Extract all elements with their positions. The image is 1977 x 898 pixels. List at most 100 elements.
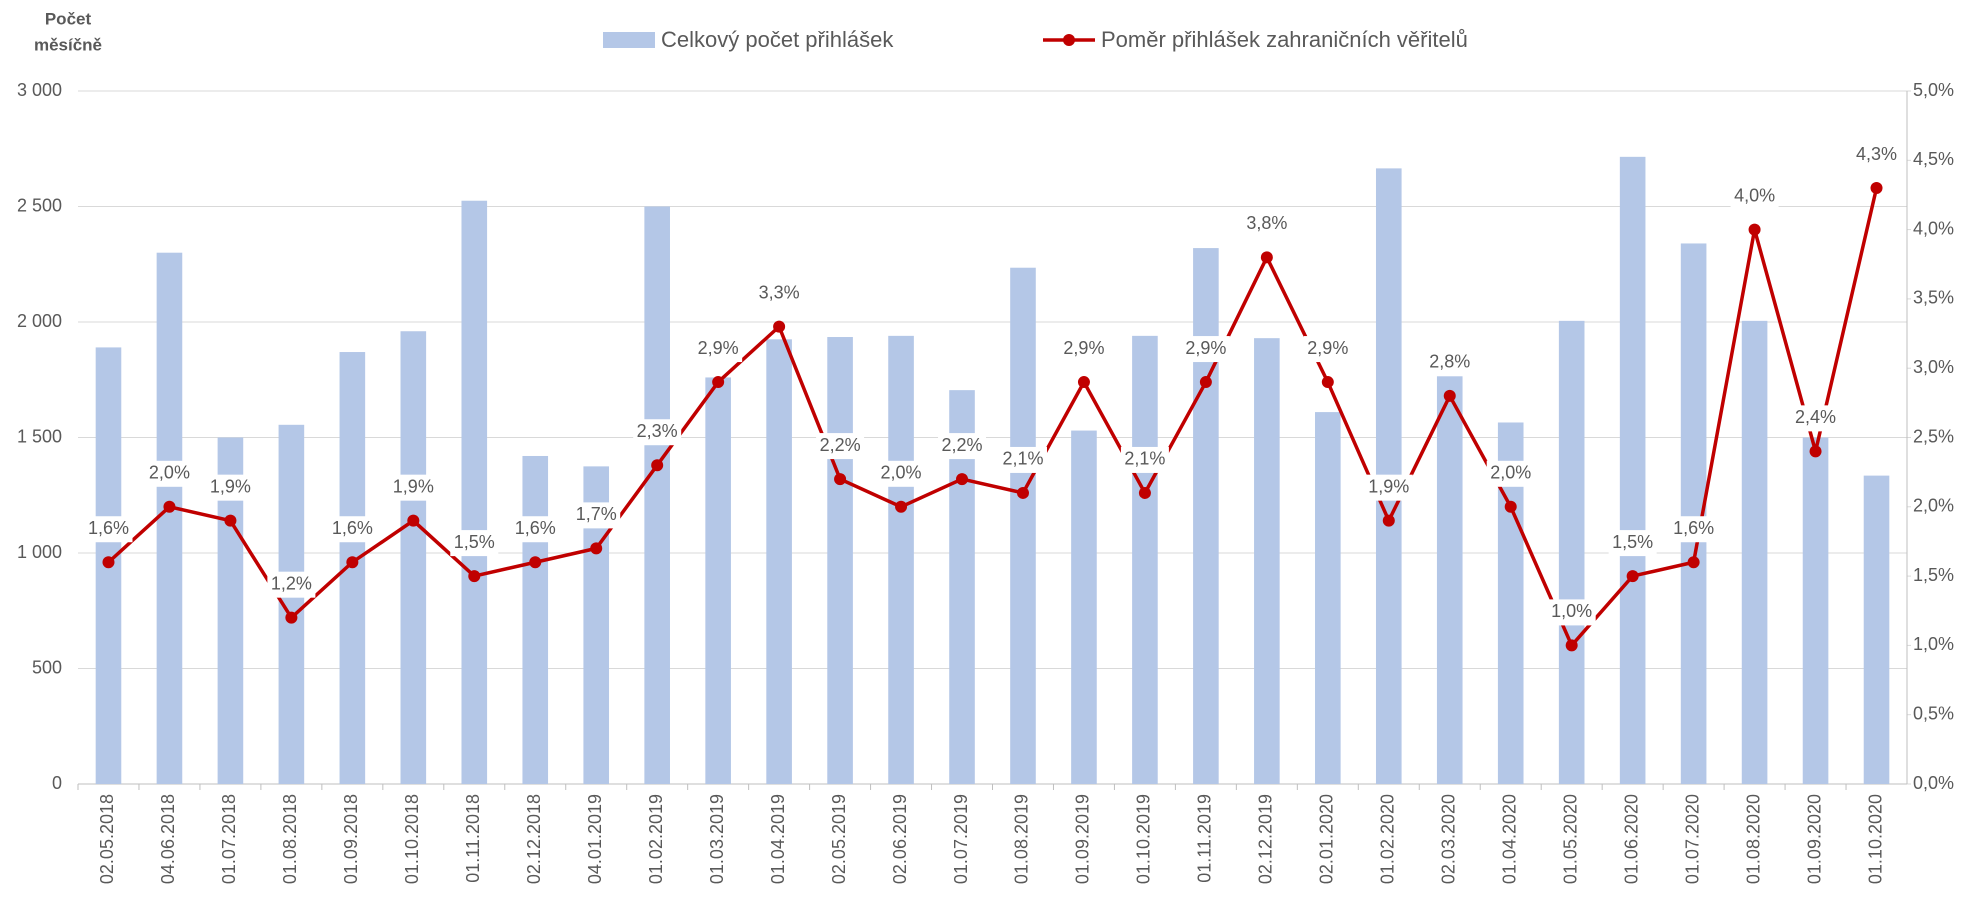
bar — [1863, 475, 1890, 784]
x-tick-label: 01.02.2020 — [1378, 794, 1398, 884]
data-label-bg — [1303, 336, 1352, 363]
bar — [1619, 156, 1646, 784]
y2-tick-label: 4,5% — [1913, 149, 1954, 169]
line-point — [1077, 376, 1090, 389]
data-label: 1,0% — [1551, 601, 1592, 621]
bar — [1802, 437, 1829, 784]
y-tick-label: 3 000 — [17, 80, 62, 100]
data-label: 2,0% — [1490, 463, 1531, 483]
data-label: 2,3% — [637, 421, 678, 441]
line-point — [468, 570, 481, 583]
data-label-bg — [1181, 336, 1230, 363]
line-point — [1748, 223, 1761, 236]
data-label-bg — [1669, 516, 1718, 543]
data-label-bg — [1120, 446, 1169, 473]
legend-swatch — [1063, 34, 1075, 46]
data-label: 2,2% — [820, 435, 861, 455]
data-label-bg — [267, 571, 316, 598]
line-point — [1260, 251, 1273, 264]
data-label-bg — [206, 474, 255, 501]
line-point — [1016, 486, 1029, 499]
y2-tick-label: 0,5% — [1913, 703, 1954, 723]
line-point — [1443, 389, 1456, 402]
x-tick-label: 01.09.2018 — [341, 794, 361, 884]
line-point — [407, 514, 420, 527]
data-label-bg — [1730, 183, 1779, 210]
data-label-bg — [389, 474, 438, 501]
x-tick-label: 02.01.2020 — [1317, 794, 1337, 884]
y-tick-label: 2 500 — [17, 195, 62, 215]
x-tick-label: 01.07.2019 — [951, 794, 971, 884]
data-label: 1,9% — [210, 476, 251, 496]
line-point — [285, 611, 298, 624]
data-label: 2,2% — [942, 435, 983, 455]
line-point — [1199, 376, 1212, 389]
data-label: 1,9% — [1368, 476, 1409, 496]
y2-tick-label: 5,0% — [1913, 80, 1954, 100]
y-axis-label: měsíčně — [34, 35, 102, 54]
x-tick-label: 02.12.2019 — [1256, 794, 1276, 884]
x-tick-label: 01.07.2018 — [219, 794, 239, 884]
data-label: 2,8% — [1429, 352, 1470, 372]
y2-tick-label: 3,0% — [1913, 357, 1954, 377]
x-tick-label: 01.10.2020 — [1865, 794, 1885, 884]
data-label: 4,3% — [1856, 144, 1897, 164]
bar — [522, 455, 549, 784]
data-label: 1,7% — [576, 504, 617, 524]
data-label-bg — [998, 446, 1047, 473]
legend-label: Celkový počet přihlášek — [661, 27, 894, 52]
data-label: 2,9% — [1185, 338, 1226, 358]
data-label-bg — [694, 336, 743, 363]
x-tick-label: 01.09.2019 — [1073, 794, 1093, 884]
line-point — [102, 556, 115, 569]
bar — [705, 377, 731, 784]
line-point — [1626, 570, 1639, 583]
x-tick-label: 01.04.2019 — [768, 794, 788, 884]
data-label: 1,9% — [393, 476, 434, 496]
x-tick-label: 01.08.2019 — [1012, 794, 1032, 884]
data-label-bg — [1852, 142, 1901, 169]
bar — [827, 337, 853, 784]
line-point — [590, 542, 603, 555]
line-point — [834, 473, 847, 486]
y2-tick-label: 2,5% — [1913, 426, 1954, 446]
x-tick-label: 04.01.2019 — [585, 794, 605, 884]
data-label-bg — [328, 516, 377, 543]
data-label: 2,1% — [1002, 449, 1043, 469]
data-label: 2,9% — [1063, 338, 1104, 358]
y2-tick-label: 2,0% — [1913, 496, 1954, 516]
line-point — [1565, 639, 1578, 652]
bar — [1436, 376, 1463, 784]
x-tick-label: 02.06.2019 — [890, 794, 910, 884]
line-point — [956, 473, 969, 486]
data-label: 2,0% — [881, 463, 922, 483]
x-tick-label: 01.08.2020 — [1743, 794, 1763, 884]
data-label: 2,4% — [1795, 407, 1836, 427]
bar — [1193, 248, 1219, 784]
data-label-bg — [84, 516, 133, 543]
line-point — [1504, 500, 1517, 513]
x-tick-label: 01.04.2020 — [1499, 794, 1519, 884]
data-label-bg — [1425, 349, 1474, 376]
y2-tick-label: 3,5% — [1913, 288, 1954, 308]
data-label: 2,0% — [149, 463, 190, 483]
bar — [156, 252, 183, 784]
data-label-bg — [1242, 211, 1291, 238]
line-point — [346, 556, 359, 569]
data-label-bg — [1608, 530, 1657, 557]
x-tick-label: 01.08.2018 — [280, 794, 300, 884]
data-label-bg — [633, 419, 682, 446]
y-tick-label: 1 000 — [17, 542, 62, 562]
data-label-bg — [1059, 336, 1108, 363]
line-point — [1870, 182, 1883, 195]
legend-swatch — [603, 32, 655, 48]
line — [107, 187, 1879, 649]
x-tick-label: 01.07.2020 — [1682, 794, 1702, 884]
data-label: 2,9% — [698, 338, 739, 358]
bar — [461, 200, 488, 785]
data-label-bg — [1364, 474, 1413, 501]
line-point — [1321, 376, 1334, 389]
data-label: 1,2% — [271, 573, 312, 593]
x-tick-label: 02.05.2018 — [97, 794, 117, 884]
data-label: 1,6% — [332, 518, 373, 538]
